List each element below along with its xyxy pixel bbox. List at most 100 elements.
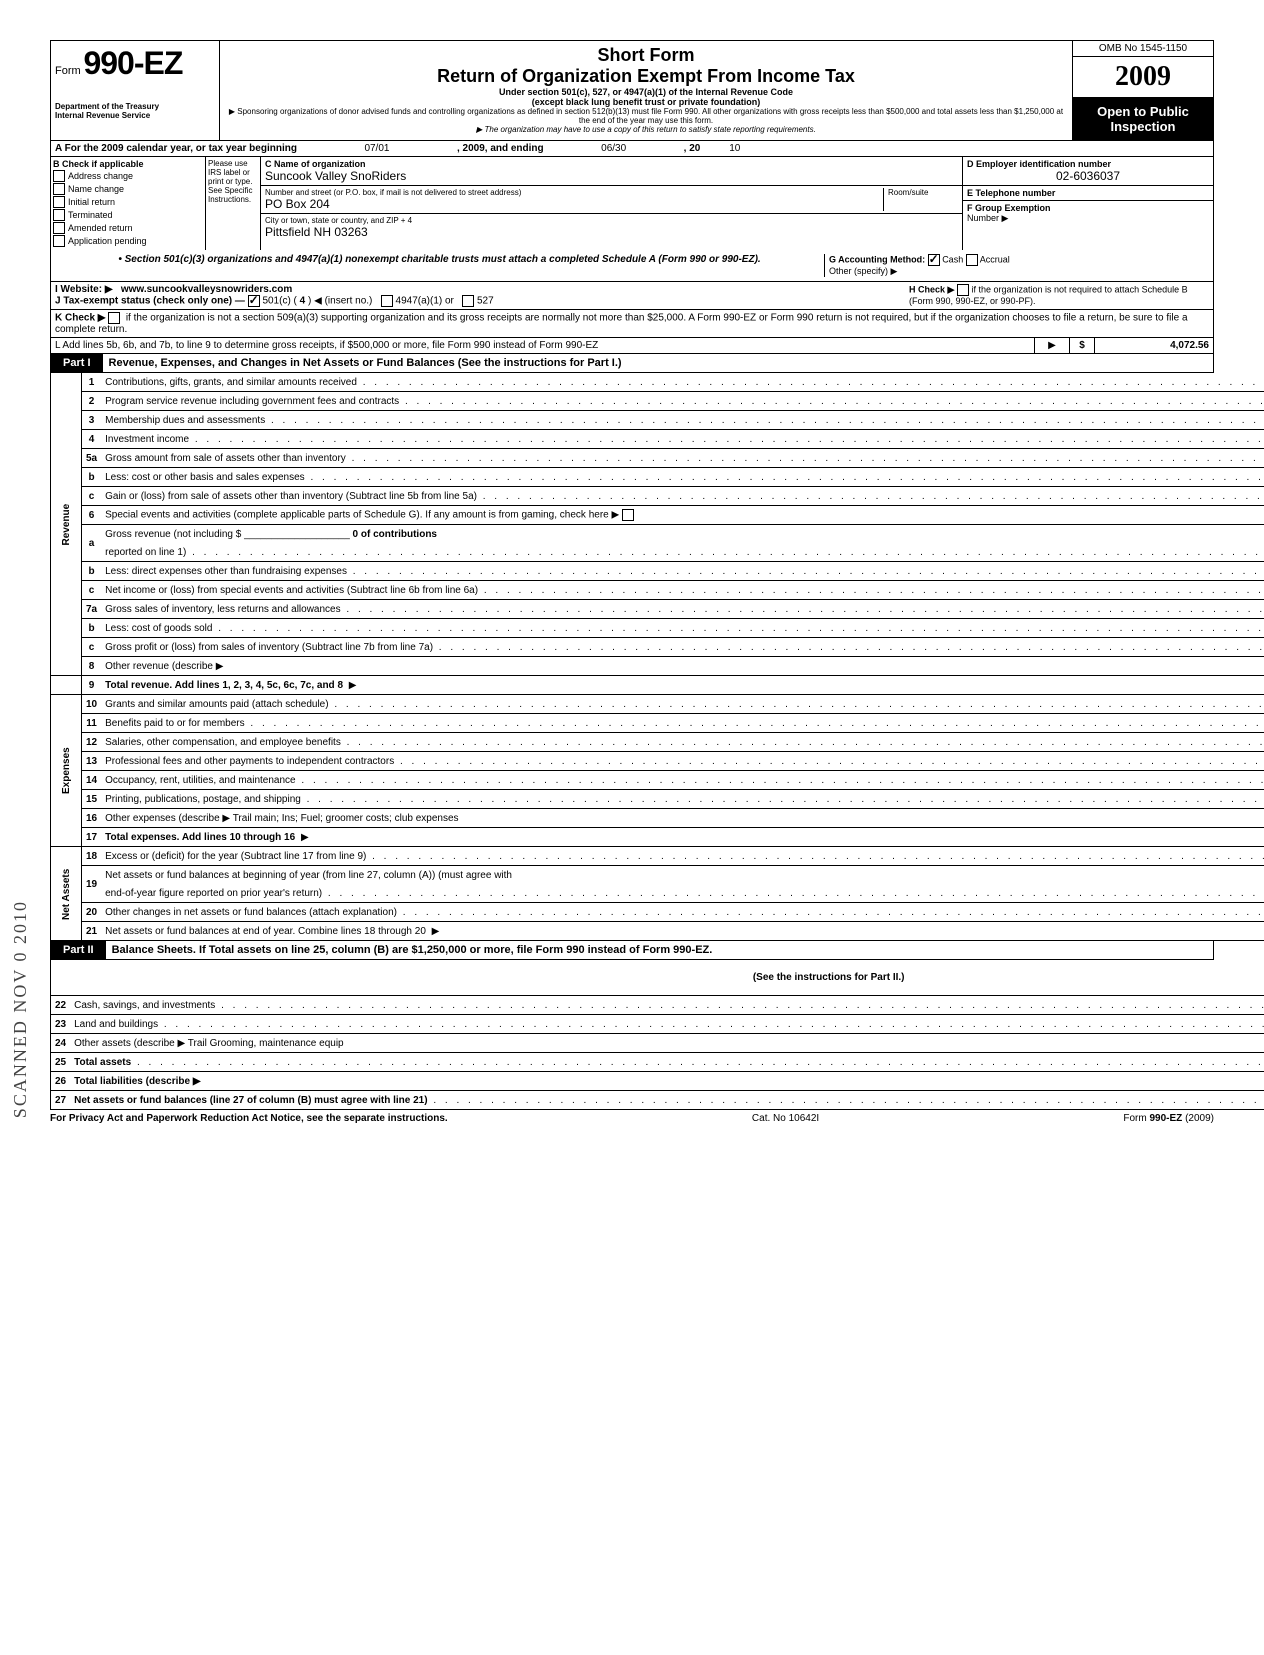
chk-amend[interactable] — [53, 222, 65, 234]
open-public: Open to Public Inspection — [1073, 98, 1213, 140]
chk-gaming[interactable] — [622, 509, 634, 521]
g-label: G Accounting Method: — [829, 254, 925, 264]
k-text: if the organization is not a section 509… — [55, 313, 1188, 335]
omb-number: OMB No 1545-1150 — [1073, 41, 1213, 57]
j-num: 4 — [300, 296, 306, 307]
chk-name[interactable] — [53, 183, 65, 195]
chk-addr[interactable] — [53, 170, 65, 182]
right-info-block: D Employer identification number 02-6036… — [962, 157, 1213, 250]
footer: For Privacy Act and Paperwork Reduction … — [50, 1110, 1214, 1127]
part1-label: Part I — [51, 354, 103, 372]
chk-k[interactable] — [108, 312, 120, 324]
ty-label: A For the 2009 calendar year, or tax yea… — [55, 143, 297, 154]
tax-year-row: A For the 2009 calendar year, or tax yea… — [50, 141, 1214, 157]
check-b-block: B Check if applicable Address change Nam… — [51, 157, 206, 250]
k-label: K Check ▶ — [55, 313, 105, 324]
part2-label: Part II — [51, 941, 106, 959]
form-ref: Form 990-EZ (2009) — [1123, 1113, 1214, 1124]
chk-cash[interactable] — [928, 254, 940, 266]
c-label: C Name of organization — [265, 159, 958, 169]
main-title: Return of Organization Exempt From Incom… — [228, 66, 1064, 87]
ty-mid: , 2009, and ending — [457, 143, 544, 154]
scanned-stamp: SCANNED NOV 0 2010 — [10, 900, 31, 1118]
form-page: Form 990-EZ Department of the Treasury I… — [50, 40, 1214, 1127]
part1-header: Part I Revenue, Expenses, and Changes in… — [50, 354, 1214, 373]
chk-527[interactable] — [462, 295, 474, 307]
revenue-label: Revenue — [51, 373, 82, 676]
chk-4947[interactable] — [381, 295, 393, 307]
balance-sheet-table: (See the instructions for Part II.) (A) … — [50, 960, 1264, 1110]
l-arrow: ▶ — [1034, 338, 1069, 353]
chk-h[interactable] — [957, 284, 969, 296]
city-label: City or town, state or country, and ZIP … — [265, 216, 958, 225]
form-number: 990-EZ — [83, 45, 182, 81]
ty-suffix: , 20 — [684, 143, 701, 154]
except-note: (except black lung benefit trust or priv… — [228, 97, 1064, 107]
s501-text: • Section 501(c)(3) organizations and 49… — [55, 254, 824, 277]
netassets-label: Net Assets — [51, 847, 82, 941]
dept-treasury: Department of the Treasury — [55, 102, 215, 111]
chk-501c[interactable] — [248, 295, 260, 307]
copy-note: ▶ The organization may have to use a cop… — [228, 125, 1064, 134]
privacy-notice: For Privacy Act and Paperwork Reduction … — [50, 1113, 448, 1124]
l-row: L Add lines 5b, 6b, and 7b, to line 9 to… — [50, 338, 1214, 354]
form-id-block: Form 990-EZ Department of the Treasury I… — [51, 41, 220, 140]
l-text: L Add lines 5b, 6b, and 7b, to line 9 to… — [51, 338, 1034, 353]
part1-title: Revenue, Expenses, and Changes in Net As… — [103, 354, 1213, 372]
ty-end-month: 06/30 — [544, 143, 684, 154]
j-insert: ) ◀ (insert no.) — [308, 296, 372, 307]
website-url: www.suncookvalleysnowriders.com — [121, 284, 292, 295]
dept-irs: Internal Revenue Service — [55, 111, 215, 120]
section-501: • Section 501(c)(3) organizations and 49… — [50, 250, 1214, 282]
j-501c: 501(c) ( — [262, 296, 296, 307]
part2-see: (See the instructions for Part II.) — [70, 960, 1264, 996]
room-label: Room/suite — [883, 188, 958, 211]
year-suffix: 09 — [1143, 61, 1171, 92]
year-prefix: 20 — [1115, 61, 1143, 92]
j-527: 527 — [477, 296, 494, 307]
form-prefix: Form — [55, 65, 81, 77]
l-dollar: $ — [1069, 338, 1094, 353]
cash-label: Cash — [942, 254, 963, 264]
other-specify: Other (specify) ▶ — [829, 266, 1209, 277]
tax-year: 2009 — [1073, 57, 1213, 98]
j-label: J Tax-exempt status (check only one) — — [55, 296, 245, 307]
i-label: I Website: ▶ — [55, 284, 113, 295]
right-header: OMB No 1545-1150 2009 Open to Public Ins… — [1073, 41, 1213, 140]
f-label2: Number ▶ — [967, 213, 1209, 224]
part2-header: Part II Balance Sheets. If Total assets … — [50, 941, 1214, 960]
form-header: Form 990-EZ Department of the Treasury I… — [50, 40, 1214, 141]
accrual-label: Accrual — [980, 254, 1010, 264]
h-label: H Check ▶ — [909, 284, 954, 294]
under-section: Under section 501(c), 527, or 4947(a)(1)… — [228, 87, 1064, 97]
label-instructions: Please use IRS label or print or type. S… — [206, 157, 261, 250]
short-form-title: Short Form — [228, 45, 1064, 66]
org-city: Pittsfield NH 03263 — [265, 225, 958, 239]
org-info-block: C Name of organization Suncook Valley Sn… — [261, 157, 962, 250]
chk-term[interactable] — [53, 209, 65, 221]
k-row: K Check ▶ if the organization is not a s… — [50, 310, 1214, 338]
chk-accrual[interactable] — [966, 254, 978, 266]
l-val: 4,072.56 — [1094, 338, 1213, 353]
f-label: F Group Exemption — [967, 203, 1209, 213]
accounting-block: G Accounting Method: Cash Accrual Other … — [824, 254, 1209, 277]
e-label: E Telephone number — [967, 188, 1209, 198]
org-name: Suncook Valley SnoRiders — [265, 169, 958, 183]
chk-initial[interactable] — [53, 196, 65, 208]
title-block: Short Form Return of Organization Exempt… — [220, 41, 1073, 140]
ein: 02-6036037 — [967, 169, 1209, 183]
expenses-label: Expenses — [51, 695, 82, 847]
part1-table: Revenue 1 Contributions, gifts, grants, … — [50, 373, 1264, 941]
part2-title: Balance Sheets. If Total assets on line … — [106, 941, 1213, 959]
j-4947: 4947(a)(1) or — [396, 296, 454, 307]
info-grid: B Check if applicable Address change Nam… — [50, 157, 1214, 250]
cat-no: Cat. No 10642I — [752, 1113, 819, 1124]
ty-begin: 07/01 — [297, 143, 457, 154]
ty-end-yr: 10 — [700, 143, 740, 154]
d-label: D Employer identification number — [967, 159, 1209, 169]
b-header: B Check if applicable — [53, 159, 203, 169]
addr-label: Number and street (or P.O. box, if mail … — [265, 188, 883, 197]
chk-app[interactable] — [53, 235, 65, 247]
sponsor-note: ▶ Sponsoring organizations of donor advi… — [228, 107, 1064, 125]
org-addr: PO Box 204 — [265, 197, 883, 211]
